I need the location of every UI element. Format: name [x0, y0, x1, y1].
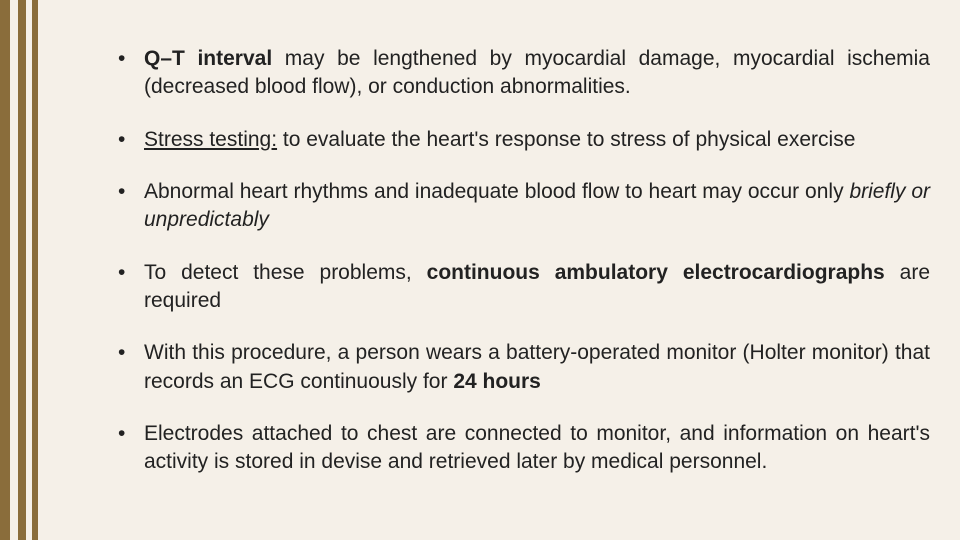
bullet-item: With this procedure, a person wears a ba…	[110, 339, 930, 396]
bullet-list: Q–T interval may be lengthened by myocar…	[110, 45, 930, 477]
bullet-item: To detect these problems, continuous amb…	[110, 259, 930, 316]
text: To detect these problems,	[144, 261, 427, 284]
bullet-item: Q–T interval may be lengthened by myocar…	[110, 45, 930, 102]
slide-accent-stripe	[0, 0, 38, 540]
text-bold: 24 hours	[453, 370, 541, 393]
text: Electrodes attached to chest are connect…	[144, 422, 930, 473]
bullet-item: Stress testing: to evaluate the heart's …	[110, 126, 930, 154]
text: Abnormal heart rhythms and inadequate bl…	[144, 180, 849, 203]
bullet-item: Abnormal heart rhythms and inadequate bl…	[110, 178, 930, 235]
slide-content: Q–T interval may be lengthened by myocar…	[110, 45, 930, 501]
stripe-gap-2	[26, 0, 32, 540]
bullet-item: Electrodes attached to chest are connect…	[110, 420, 930, 477]
text-underline: Stress testing:	[144, 128, 277, 151]
text-bold: Q–T interval	[144, 47, 272, 70]
text: to evaluate the heart's response to stre…	[277, 128, 855, 151]
stripe-gap-1	[10, 0, 18, 540]
text-bold: continuous ambulatory electrocardiograph…	[427, 261, 885, 284]
